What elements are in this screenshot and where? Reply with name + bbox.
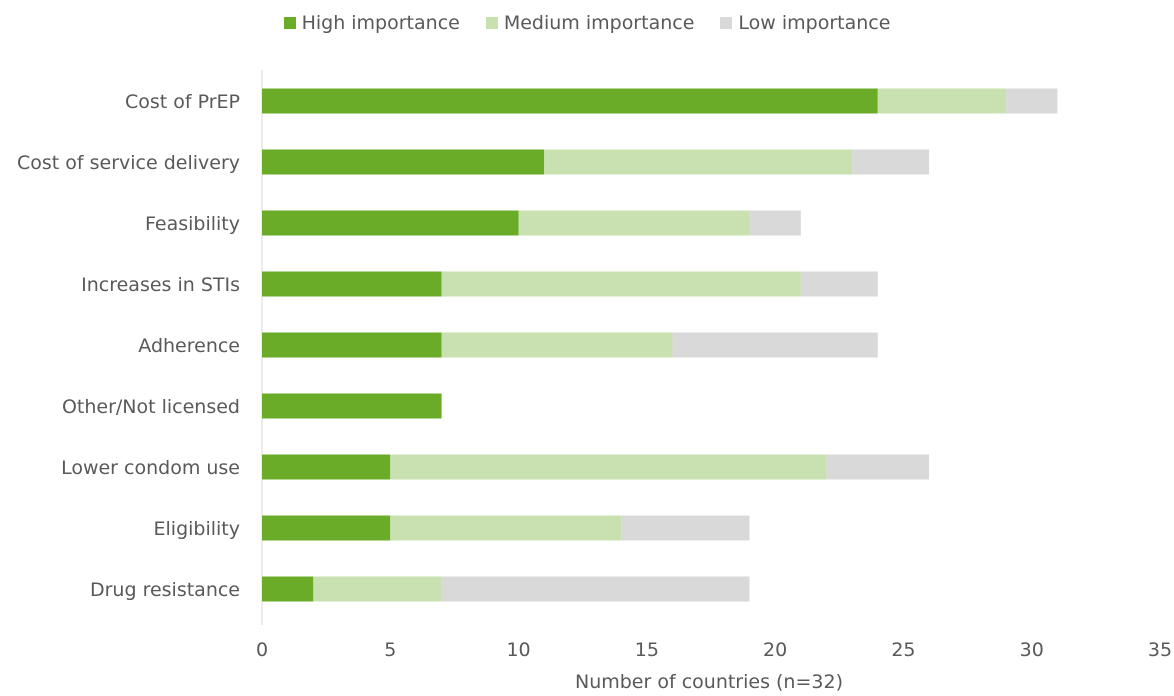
legend-item: Medium importance — [485, 12, 695, 34]
x-tick-label: 35 — [1148, 639, 1172, 661]
x-tick-label: 20 — [763, 639, 787, 661]
legend-item: Low importance — [720, 12, 890, 34]
legend-label: Medium importance — [503, 12, 695, 34]
category-label: Feasibility — [145, 213, 240, 235]
category-label: Lower condom use — [61, 457, 240, 479]
bar-segment — [262, 454, 391, 480]
x-tick-label: 25 — [891, 639, 915, 661]
legend-item: High importance — [283, 12, 460, 34]
legend-label: High importance — [301, 12, 460, 34]
bar-segment — [390, 454, 827, 480]
bar-segment — [262, 210, 519, 236]
x-tick-label: 15 — [635, 639, 659, 661]
bar-segment — [262, 576, 314, 602]
bar-segment — [262, 88, 878, 114]
bar-segment — [262, 393, 442, 419]
bar-segment — [262, 149, 545, 175]
legend-swatch — [485, 17, 498, 29]
bar-segment — [262, 515, 391, 541]
category-label: Cost of service delivery — [17, 152, 240, 174]
bar-segment — [800, 271, 878, 297]
x-tick-label: 10 — [506, 639, 530, 661]
category-label: Adherence — [138, 335, 240, 357]
bar-segment — [441, 576, 750, 602]
x-tick-label: 0 — [256, 639, 268, 661]
category-label: Drug resistance — [90, 579, 240, 601]
bar-segment — [877, 88, 1007, 114]
legend-label: Low importance — [738, 12, 891, 34]
bar-segment — [518, 210, 750, 236]
category-label: Other/Not licensed — [62, 396, 240, 418]
bar-segment — [672, 332, 878, 358]
x-axis-title: Number of countries (n=32) — [575, 671, 843, 693]
bar-segment — [852, 149, 930, 175]
category-label: Cost of PrEP — [125, 91, 240, 113]
category-label: Eligibility — [154, 518, 241, 540]
bar-segment — [313, 576, 442, 602]
legend-swatch — [720, 17, 733, 29]
x-tick-label: 30 — [1020, 639, 1044, 661]
bar-segment — [390, 515, 622, 541]
bar-segment — [1006, 88, 1058, 114]
legend-swatch — [283, 17, 296, 29]
legend: High importance Medium importance Low impo… — [0, 12, 1174, 34]
bar-segment — [544, 149, 853, 175]
bar-segment — [441, 332, 673, 358]
bar-segment — [749, 210, 801, 236]
bar-segment — [262, 271, 442, 297]
bar-segment — [441, 271, 801, 297]
category-label: Increases in STIs — [81, 274, 240, 296]
bar-segment — [262, 332, 442, 358]
bar-segment — [826, 454, 930, 480]
x-tick-label: 5 — [384, 639, 396, 661]
bar-segment — [621, 515, 750, 541]
